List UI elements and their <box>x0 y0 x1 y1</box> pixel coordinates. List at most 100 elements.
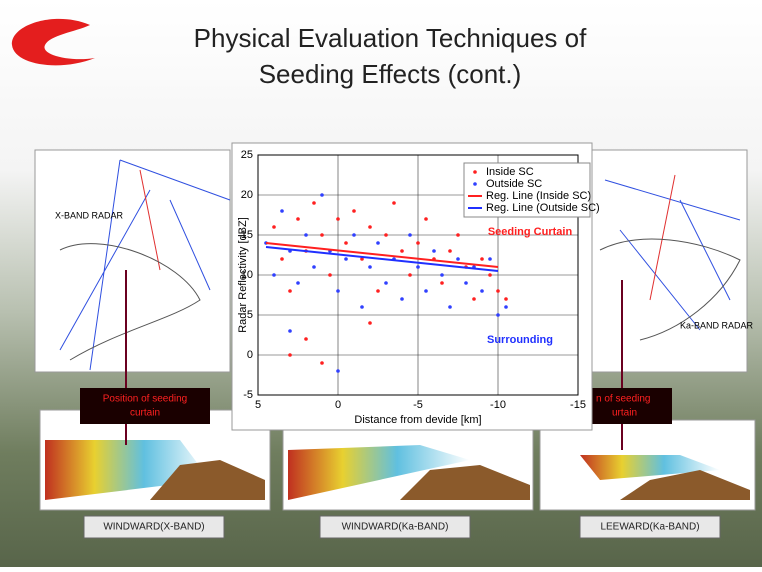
point <box>376 289 380 293</box>
point <box>328 273 332 277</box>
point <box>448 249 452 253</box>
y-tick-label: 10 <box>241 269 253 281</box>
y-tick-label: 5 <box>247 309 253 321</box>
x-axis-label: Distance from devide [km] <box>354 414 481 426</box>
point <box>504 297 508 301</box>
point <box>288 289 292 293</box>
point <box>344 241 348 245</box>
point <box>368 225 372 229</box>
point <box>376 241 380 245</box>
plot-area <box>257 154 579 396</box>
point <box>456 233 460 237</box>
left-map <box>34 149 231 373</box>
caption: WINDWARD(Ka-BAND) <box>342 522 449 533</box>
point <box>464 281 468 285</box>
echo <box>580 455 720 480</box>
y-tick-label: 25 <box>241 149 253 161</box>
point <box>488 257 492 261</box>
caption: WINDWARD(X-BAND) <box>103 522 204 533</box>
point <box>424 217 428 221</box>
point <box>296 281 300 285</box>
point <box>336 289 340 293</box>
point <box>480 289 484 293</box>
title-line: Seeding Effects (cont.) <box>259 59 522 89</box>
point <box>304 233 308 237</box>
x-tick-label: 0 <box>335 399 341 411</box>
logo <box>11 18 95 66</box>
scatter-chart: -5 0 5 10 15 20 25 5 0 -5 -10 -15 Distance from devi… <box>231 142 600 431</box>
point <box>368 321 372 325</box>
legend-label: Outside SC <box>486 178 542 190</box>
y-tick-label: -5 <box>243 389 253 401</box>
point <box>400 249 404 253</box>
point <box>280 209 284 213</box>
terrain <box>150 460 265 500</box>
point <box>384 281 388 285</box>
regression-line <box>265 246 499 272</box>
callout-box <box>592 388 672 424</box>
point <box>448 305 452 309</box>
map-lines <box>59 159 231 371</box>
point <box>312 265 316 269</box>
terrain <box>400 465 530 500</box>
point <box>352 209 356 213</box>
point <box>344 257 348 261</box>
point <box>280 257 284 261</box>
point <box>432 249 436 253</box>
regression-line <box>265 242 499 268</box>
point <box>384 233 388 237</box>
annotation: Surrounding <box>487 334 553 346</box>
point <box>272 273 276 277</box>
point <box>424 289 428 293</box>
legend-marker <box>473 182 477 186</box>
point <box>320 193 324 197</box>
y-tick-label: 20 <box>241 189 253 201</box>
legend-label: Reg. Line (Outside SC) <box>486 202 600 214</box>
point <box>440 281 444 285</box>
y-tick-label: 0 <box>247 349 253 361</box>
point <box>496 289 500 293</box>
point <box>408 233 412 237</box>
point <box>360 305 364 309</box>
point <box>400 297 404 301</box>
point <box>296 217 300 221</box>
callout-text: Position of seeding <box>103 394 188 405</box>
point <box>320 233 324 237</box>
legend-marker <box>473 170 477 174</box>
title-line: Physical Evaluation Techniques of <box>194 23 587 53</box>
y-tick-label: 15 <box>241 229 253 241</box>
point <box>304 337 308 341</box>
annotation: Seeding Curtain <box>488 226 573 238</box>
point <box>336 217 340 221</box>
coast <box>599 238 741 341</box>
map-label: X-BAND RADAR <box>55 210 124 220</box>
caption-box <box>579 515 721 539</box>
point <box>352 233 356 237</box>
legend-box <box>463 162 591 218</box>
map-line <box>139 169 161 271</box>
point <box>480 257 484 261</box>
point <box>320 361 324 365</box>
point <box>416 241 420 245</box>
point <box>440 273 444 277</box>
point <box>368 265 372 269</box>
echo <box>288 445 470 500</box>
point <box>288 329 292 333</box>
terrain <box>620 470 750 500</box>
map-label: Ka-BAND RADAR <box>680 320 754 330</box>
y-axis-label: Radar Reflectivity [dBZ] <box>237 217 249 333</box>
x-tick-label: -10 <box>490 399 506 411</box>
point <box>312 201 316 205</box>
caption: LEEWARD(Ka-BAND) <box>600 522 699 533</box>
point <box>416 265 420 269</box>
caption-box <box>83 515 225 539</box>
x-tick-label: 5 <box>255 399 261 411</box>
legend-label: Reg. Line (Inside SC) <box>486 190 591 202</box>
point <box>456 257 460 261</box>
callout-text: curtain <box>130 408 160 419</box>
coast <box>59 243 201 361</box>
point <box>408 273 412 277</box>
x-tick-label: -5 <box>413 399 423 411</box>
point <box>472 297 476 301</box>
